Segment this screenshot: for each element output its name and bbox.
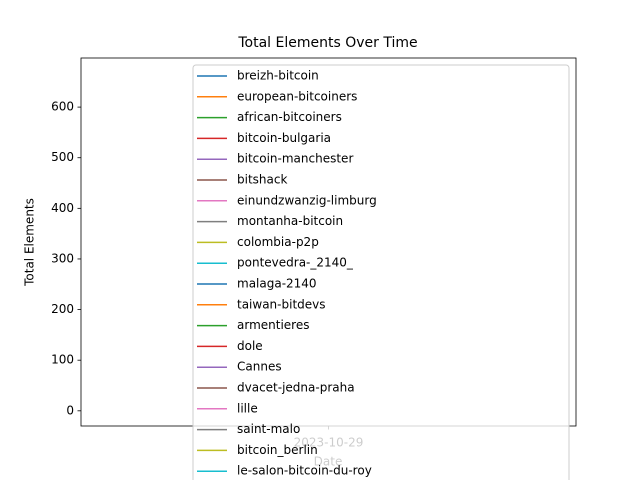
y-tick-label: 100 bbox=[51, 353, 74, 367]
legend-label: Cannes bbox=[237, 360, 282, 374]
legend-label: african-bitcoiners bbox=[237, 110, 342, 124]
legend-label: bitcoin-bulgaria bbox=[237, 131, 331, 145]
chart-title: Total Elements Over Time bbox=[237, 35, 417, 51]
y-tick-label: 400 bbox=[51, 201, 74, 215]
y-tick-label: 300 bbox=[51, 251, 74, 265]
y-tick-label: 500 bbox=[51, 150, 74, 164]
legend-label: armentieres bbox=[237, 318, 309, 332]
legend-label: bitcoin-manchester bbox=[237, 152, 353, 166]
y-axis-label: Total Elements bbox=[23, 198, 37, 287]
y-tick-label: 600 bbox=[51, 100, 74, 114]
legend-box bbox=[192, 64, 570, 480]
legend-label: einundzwanzig-limburg bbox=[237, 193, 377, 207]
legend-label: taiwan-bitdevs bbox=[237, 297, 326, 311]
legend-label: lille bbox=[237, 401, 258, 415]
legend-label: colombia-p2p bbox=[237, 235, 319, 249]
legend-label: saint-malo bbox=[237, 422, 300, 436]
legend-label: montanha-bitcoin bbox=[237, 214, 343, 228]
legend-label: european-bitcoiners bbox=[237, 89, 357, 103]
y-tick-label: 200 bbox=[51, 302, 74, 316]
y-tick-label: 0 bbox=[66, 403, 74, 417]
legend-label: le-salon-bitcoin-du-roy bbox=[237, 464, 372, 478]
legend-label: breizh-bitcoin bbox=[237, 69, 319, 83]
legend-label: malaga-2140 bbox=[237, 277, 317, 291]
legend-label: pontevedra-_2140_ bbox=[237, 256, 354, 270]
legend-label: dvacet-jedna-praha bbox=[237, 381, 355, 395]
legend-label: bitcoin_berlin bbox=[237, 443, 318, 457]
legend-label: dole bbox=[237, 339, 263, 353]
legend-label: bitshack bbox=[237, 173, 287, 187]
